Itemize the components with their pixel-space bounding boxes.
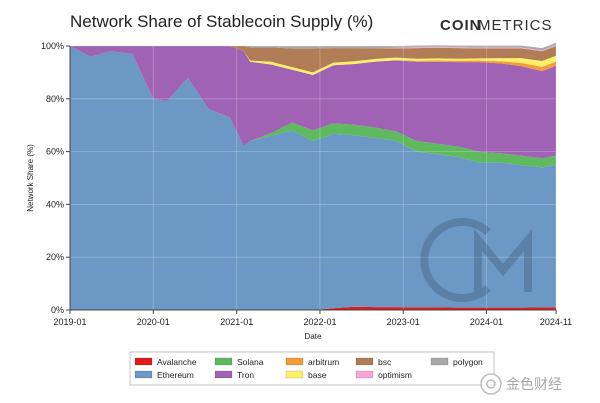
brand-logo-light: METRICS <box>478 17 553 34</box>
legend-swatch <box>214 370 233 379</box>
legend-label: Avalanche <box>157 357 197 367</box>
legend-item-bsc: bsc <box>355 357 392 367</box>
legend: Avalanche Solana arbitrum bsc polygon Ethereu… <box>129 351 495 386</box>
legend-frame <box>129 351 495 386</box>
x-tick-label: 2020-01 <box>137 317 170 327</box>
series-area-tron <box>70 46 556 159</box>
x-tick-label: 2021-01 <box>220 317 253 327</box>
y-tick-label: 100% <box>41 41 64 51</box>
legend-item-optimism: optimism <box>355 370 412 380</box>
x-tick-label: 2024-11 <box>540 317 572 327</box>
legend-label: Ethereum <box>157 370 194 380</box>
x-axis-label: Date <box>305 332 322 341</box>
legend-item-base: base <box>285 370 327 380</box>
legend-item-solana: Solana <box>214 357 264 367</box>
y-tick-label: 0% <box>51 305 64 315</box>
series-area-ethereum <box>70 46 556 310</box>
x-tick-label: 2024-01 <box>470 317 503 327</box>
legend-swatch <box>134 357 153 366</box>
series-area-solana <box>70 46 556 168</box>
legend-label: optimism <box>378 370 412 380</box>
legend-swatch <box>430 357 449 366</box>
legend-label: bsc <box>378 357 392 367</box>
y-tick-label: 60% <box>46 147 64 157</box>
legend-swatch <box>134 370 153 379</box>
axes: 2019-01 2020-01 2021-01 2022-01 2023-01 2024-… <box>41 41 572 327</box>
legend-label: Solana <box>237 357 264 367</box>
legend-label: polygon <box>453 357 483 367</box>
legend-item-tron: Tron <box>214 370 254 380</box>
brand-logo: COIN METRICS <box>440 17 553 34</box>
legend-item-ethereum: Ethereum <box>134 370 194 380</box>
legend-swatch <box>355 370 374 379</box>
brand-logo-bold: COIN <box>440 17 482 34</box>
legend-label: Tron <box>237 370 254 380</box>
corner-watermark: 金色财经 <box>480 373 562 395</box>
legend-item-polygon: polygon <box>430 357 483 367</box>
legend-label: base <box>308 370 327 380</box>
series-area-polygon <box>70 42 556 51</box>
x-tick-label: 2023-01 <box>387 317 420 327</box>
legend-label: arbitrum <box>308 357 339 367</box>
x-tick-label: 2019-01 <box>53 317 86 327</box>
cm-watermark <box>420 218 532 302</box>
y-tick-label: 80% <box>46 94 64 104</box>
legend-swatch <box>285 357 304 366</box>
series-area-bsc <box>70 46 556 73</box>
y-axis-label: Network Share (%) <box>26 144 35 212</box>
chart-title: Network Share of Stablecoin Supply (%) <box>70 12 373 31</box>
x-tick-label: 2022-01 <box>303 317 336 327</box>
legend-swatch <box>355 357 374 366</box>
series-area-base <box>70 46 556 75</box>
y-tick-label: 40% <box>46 199 64 209</box>
legend-item-avalanche: Avalanche <box>134 357 197 367</box>
plot-area <box>69 42 557 311</box>
legend-swatch <box>285 370 304 379</box>
y-tick-label: 20% <box>46 252 64 262</box>
legend-swatch <box>214 357 233 366</box>
series-area-avalanche <box>70 306 556 310</box>
corner-watermark-text: 金色财经 <box>506 376 562 392</box>
legend-item-arbitrum: arbitrum <box>285 357 339 367</box>
